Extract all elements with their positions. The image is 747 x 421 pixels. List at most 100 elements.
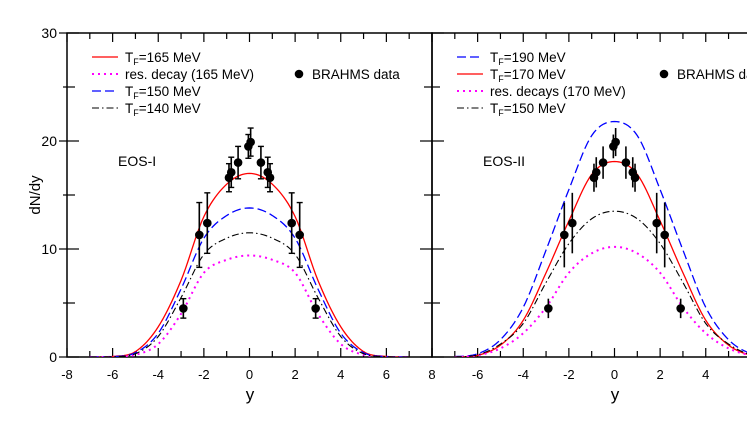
legend-label: res. decays (170 MeV) (490, 84, 626, 99)
legend-label: TF=165 MeV (125, 50, 201, 67)
x-tick-label: -6 (107, 367, 119, 382)
data-marker (287, 218, 297, 228)
data-point (287, 192, 297, 255)
data-marker (560, 230, 569, 240)
x-tick-label: -4 (152, 367, 164, 382)
data-marker (195, 230, 204, 240)
data-marker (202, 218, 212, 228)
data-point (195, 201, 204, 269)
legend-label: BRAHMS data (312, 67, 400, 82)
legend-item: TF=190 MeV (457, 50, 566, 67)
data-point (591, 157, 601, 188)
data-point (652, 192, 662, 254)
legend-label-base: T (125, 101, 133, 116)
data-point (598, 146, 608, 179)
data-marker (611, 137, 620, 147)
series-line-2 (89, 254, 410, 357)
y-tick-label: 20 (41, 133, 57, 149)
x-tick-label: 0 (611, 367, 618, 382)
series-line-2 (454, 160, 747, 357)
data-marker (567, 218, 577, 228)
x-tick-label: 2 (657, 367, 664, 382)
data-point (311, 297, 320, 319)
x-tick-label: 4 (337, 367, 344, 382)
legend-label-text: =170 MeV (504, 67, 566, 82)
panel-label: EOS-I (118, 153, 156, 169)
legend-label-subscript: F (498, 57, 504, 67)
data-point (660, 202, 669, 268)
legend-label: TF=140 MeV (125, 101, 201, 118)
legend-label-base: T (490, 50, 498, 65)
data-marker (630, 173, 640, 183)
legend-label-text: =140 MeV (139, 101, 201, 116)
legend-item: res. decay (165 MeV) (92, 67, 254, 82)
data-point (676, 298, 685, 319)
legend-label-base: T (125, 84, 133, 99)
data-point (202, 192, 212, 255)
legend-label-subscript: F (133, 57, 139, 67)
legend-item: TF=170 MeV (457, 67, 566, 84)
data-point (265, 162, 275, 193)
data-marker (226, 168, 236, 177)
data-marker (295, 230, 304, 240)
x-tick-label: 2 (292, 367, 299, 382)
x-tick-label: -2 (198, 367, 210, 382)
x-tick-label: -4 (517, 367, 529, 382)
series-line-3 (454, 245, 747, 357)
legend-item: TF=150 MeV (457, 101, 566, 118)
legend-label-text: =165 MeV (139, 50, 201, 65)
data-marker (652, 218, 662, 228)
legend-label-subscript: F (133, 91, 139, 101)
series-line-3 (89, 207, 410, 357)
legend-item: res. decays (170 MeV) (457, 84, 626, 99)
legend-label: BRAHMS data (677, 67, 747, 82)
legend-label-text: res. decays (170 MeV) (490, 84, 626, 99)
data-marker (676, 304, 685, 313)
plot-area (89, 127, 410, 357)
x-tick-label: -6 (472, 367, 484, 382)
legend-item-data: BRAHMS data (659, 67, 747, 82)
legend-label-text: res. decay (165 MeV) (125, 67, 254, 82)
data-marker (311, 304, 320, 313)
data-marker (233, 158, 243, 167)
data-marker (179, 304, 188, 313)
legend-item: TF=150 MeV (92, 84, 201, 101)
data-marker (621, 158, 631, 167)
data-marker (256, 158, 266, 167)
x-tick-label: 0 (246, 367, 253, 382)
x-tick-label: -2 (563, 367, 575, 382)
y-tick-label: 10 (41, 241, 57, 257)
series-line-4 (89, 232, 410, 357)
legend-label-base: T (125, 50, 133, 65)
y-axis-label: dN/dy (27, 175, 44, 215)
data-marker (544, 304, 553, 313)
x-tick-label: 4 (702, 367, 709, 382)
legend-data-marker (294, 69, 304, 79)
data-marker (598, 158, 608, 167)
legend-item: TF=140 MeV (92, 101, 201, 118)
data-point (560, 202, 569, 268)
data-point (621, 146, 631, 179)
data-point (179, 297, 188, 319)
data-point (295, 201, 304, 269)
x-tick-label: 8 (428, 367, 435, 382)
legend-data-marker (659, 69, 669, 79)
legend-item-data: BRAHMS data (294, 67, 400, 82)
series-line-4 (454, 210, 747, 357)
legend-item: TF=165 MeV (92, 50, 201, 67)
data-point (226, 156, 236, 189)
data-point (246, 127, 255, 157)
x-tick-label: -8 (61, 367, 73, 382)
data-marker (265, 173, 275, 183)
legend-label: TF=190 MeV (490, 50, 566, 67)
data-point (544, 298, 553, 319)
legend-label: res. decay (165 MeV) (125, 67, 254, 82)
data-marker (660, 230, 669, 240)
legend-label-subscript: F (133, 108, 139, 118)
data-point (233, 145, 243, 180)
legend-label: TF=170 MeV (490, 67, 566, 84)
legend-label-text: =190 MeV (504, 50, 566, 65)
